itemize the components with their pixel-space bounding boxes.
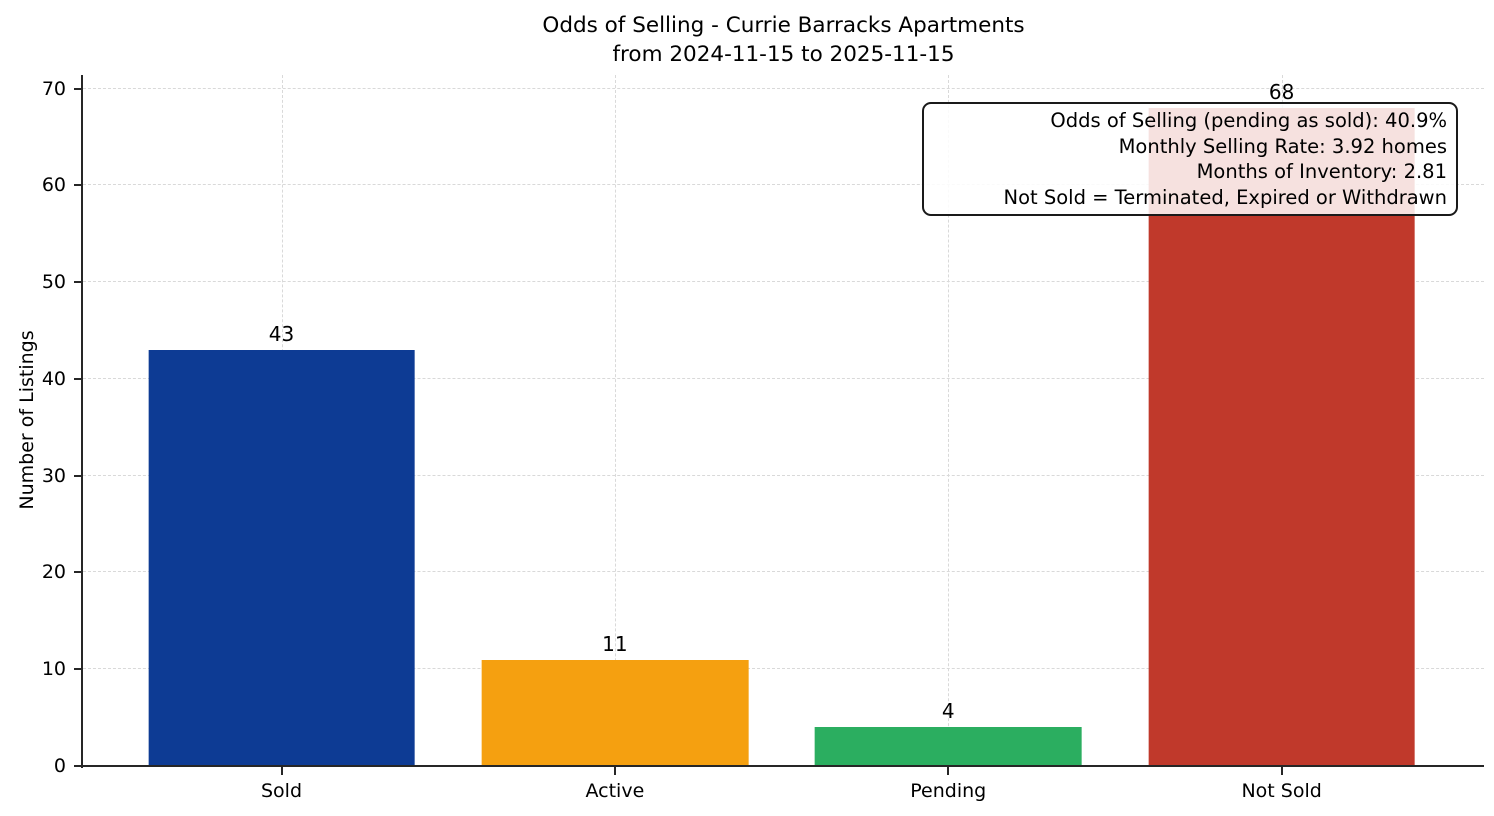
y-tick-label: 30	[41, 464, 66, 487]
y-tick-label: 40	[41, 367, 66, 390]
annotation-line: Monthly Selling Rate: 3.92 homes	[1118, 134, 1447, 158]
x-tick-label-sold: Sold	[261, 780, 303, 802]
y-tick-mark	[74, 474, 83, 477]
y-tick-mark	[74, 87, 83, 90]
x-tick-mark	[613, 766, 616, 775]
gridline-horizontal	[83, 184, 1484, 186]
bar-pending	[814, 727, 1082, 766]
x-tick-mark	[280, 766, 283, 775]
gridline-horizontal	[83, 281, 1484, 283]
y-tick-mark	[74, 184, 83, 187]
x-tick-mark	[947, 766, 950, 775]
chart-title: Odds of Selling - Currie Barracks Apartm…	[83, 11, 1484, 69]
y-tick-mark	[74, 765, 83, 767]
bar-active	[481, 659, 749, 766]
gridline-vertical	[614, 75, 616, 766]
gridline-horizontal	[83, 87, 1484, 89]
bar-value-label: 68	[1268, 79, 1295, 104]
x-tick-label-active: Active	[585, 780, 645, 802]
bar-value-label: 11	[602, 631, 628, 656]
x-tick-mark	[1280, 766, 1283, 775]
bar-sold	[148, 349, 415, 766]
x-axis-spine	[81, 765, 1484, 767]
y-axis-spine	[81, 75, 83, 768]
annotation-line: Months of Inventory: 2.81	[1196, 160, 1447, 183]
plot-area: 43 11 4 68	[83, 75, 1484, 766]
gridline-horizontal	[83, 377, 1484, 379]
bar-not-sold	[1148, 107, 1415, 766]
y-tick-label: 10	[41, 658, 66, 681]
chart-title-line2: from 2024-11-15 to 2025-11-15	[612, 42, 955, 67]
y-tick-mark	[74, 281, 83, 284]
bar-value-label: 43	[268, 321, 295, 346]
x-tick-label-pending: Pending	[910, 780, 987, 802]
annotation-box: Odds of Selling (pending as sold): 40.9%…	[922, 102, 1458, 216]
y-tick-mark	[74, 377, 83, 380]
y-tick-label: 50	[41, 271, 66, 294]
gridline-horizontal	[83, 571, 1484, 573]
annotation-line: Not Sold = Terminated, Expired or Withdr…	[1003, 185, 1447, 209]
gridline-vertical	[948, 75, 950, 766]
y-tick-mark	[74, 571, 83, 574]
gridline-horizontal	[83, 668, 1484, 670]
bar-value-label: 4	[941, 699, 955, 724]
y-tick-label: 70	[41, 77, 66, 100]
y-tick-label: 20	[41, 561, 66, 584]
y-tick-mark	[74, 668, 83, 671]
x-tick-label-not-sold: Not Sold	[1241, 780, 1322, 802]
chart-title-line1: Odds of Selling - Currie Barracks Apartm…	[542, 13, 1025, 38]
annotation-line: Odds of Selling (pending as sold): 40.9%	[1050, 109, 1447, 132]
gridline-horizontal	[83, 474, 1484, 476]
y-tick-label: 60	[41, 174, 66, 197]
y-tick-label: 0	[53, 755, 66, 777]
